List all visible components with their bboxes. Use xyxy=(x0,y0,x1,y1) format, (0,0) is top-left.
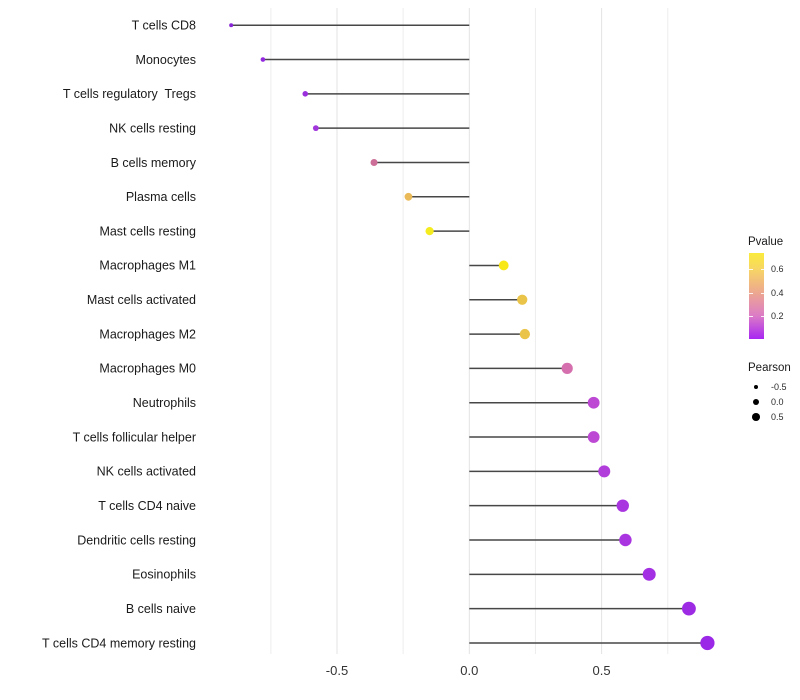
lollipop-dot xyxy=(425,226,434,236)
lollipop-dot xyxy=(682,601,696,616)
category-label: B cells naive xyxy=(126,602,196,616)
lollipop-dot xyxy=(302,91,309,97)
category-label: NK cells activated xyxy=(97,465,196,479)
category-label: T cells regulatory Tregs xyxy=(63,87,196,101)
category-label: T cells CD4 memory resting xyxy=(42,636,196,650)
category-label: Neutrophils xyxy=(133,396,196,410)
category-label: Eosinophils xyxy=(132,568,196,582)
lollipop-dot xyxy=(598,465,611,478)
lollipop-dot xyxy=(312,125,319,132)
category-label: Macrophages M2 xyxy=(99,327,196,341)
lollipop-dot xyxy=(404,192,413,201)
category-label: T cells follicular helper xyxy=(73,430,196,444)
category-label: T cells CD8 xyxy=(132,19,196,33)
lollipop-dot xyxy=(587,431,600,443)
category-label: NK cells resting xyxy=(109,121,196,135)
lollipop-dot xyxy=(616,499,629,512)
lollipop-dot xyxy=(370,158,378,167)
lollipop-dot xyxy=(517,294,528,305)
lollipop-dot xyxy=(561,362,573,375)
lollipop-dot xyxy=(587,396,600,409)
lollipop-dot xyxy=(260,57,266,62)
lollipop-dot xyxy=(519,328,531,340)
category-label: Monocytes xyxy=(136,53,196,67)
category-label: B cells memory xyxy=(111,156,197,170)
lollipop-dot xyxy=(642,567,656,581)
category-label: Macrophages M0 xyxy=(99,362,196,376)
x-tick-label: 0.0 xyxy=(460,663,478,678)
category-label: Macrophages M1 xyxy=(99,259,196,273)
category-label: Mast cells activated xyxy=(87,293,196,307)
lollipop-dot xyxy=(498,260,509,271)
category-label: Plasma cells xyxy=(126,190,196,204)
category-label: Mast cells resting xyxy=(99,224,196,238)
category-label: T cells CD4 naive xyxy=(98,499,196,513)
x-tick-label: 0.5 xyxy=(593,663,611,678)
lollipop-dot xyxy=(700,635,715,651)
lollipop-dot xyxy=(229,23,234,28)
x-tick-label: -0.5 xyxy=(326,663,348,678)
lollipop-dot xyxy=(619,533,632,547)
category-label: Dendritic cells resting xyxy=(77,533,196,547)
